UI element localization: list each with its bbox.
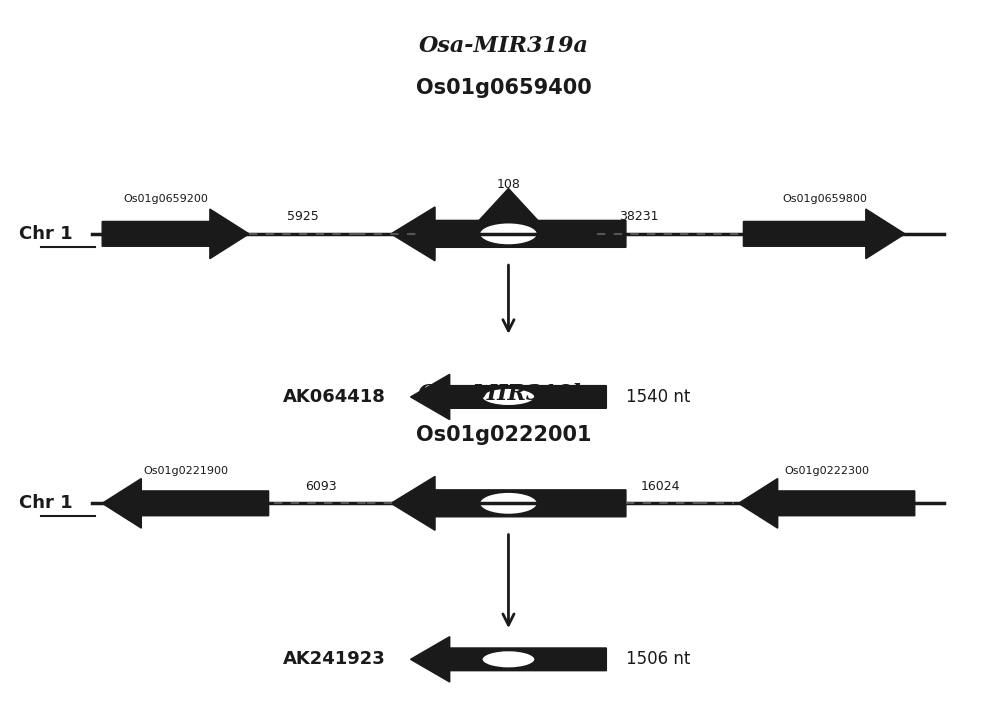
Ellipse shape xyxy=(482,650,535,668)
Ellipse shape xyxy=(479,223,538,245)
Text: Chr 1: Chr 1 xyxy=(19,225,73,243)
Text: 1506 nt: 1506 nt xyxy=(626,650,690,668)
Text: 5925: 5925 xyxy=(287,210,319,223)
Text: 108: 108 xyxy=(497,179,520,192)
Text: 38231: 38231 xyxy=(619,210,658,223)
Text: AK064418: AK064418 xyxy=(283,388,386,406)
Text: AK241923: AK241923 xyxy=(283,650,386,668)
Text: 6093: 6093 xyxy=(305,479,336,492)
Text: Chr 1: Chr 1 xyxy=(19,495,73,513)
FancyArrow shape xyxy=(102,479,269,528)
FancyArrow shape xyxy=(391,476,626,530)
FancyArrow shape xyxy=(391,207,626,261)
Text: Os01g0221900: Os01g0221900 xyxy=(143,466,228,476)
Text: Os01g0222001: Os01g0222001 xyxy=(416,425,591,445)
Ellipse shape xyxy=(479,492,538,515)
FancyArrow shape xyxy=(411,637,606,682)
Text: 16024: 16024 xyxy=(640,479,680,492)
Text: Osa-MIR319a: Osa-MIR319a xyxy=(419,35,588,57)
FancyArrow shape xyxy=(739,479,915,528)
FancyArrow shape xyxy=(743,209,905,259)
Ellipse shape xyxy=(482,388,535,406)
Text: Os01g0222300: Os01g0222300 xyxy=(784,466,869,476)
Text: Os01g0659400: Os01g0659400 xyxy=(416,78,591,98)
Text: Os01g0659800: Os01g0659800 xyxy=(782,194,867,204)
Text: 1540 nt: 1540 nt xyxy=(626,388,690,406)
FancyArrow shape xyxy=(411,375,606,419)
Text: Osa-MIR319b: Osa-MIR319b xyxy=(418,382,589,405)
Polygon shape xyxy=(479,189,538,221)
FancyArrow shape xyxy=(102,209,249,259)
Text: Os01g0659200: Os01g0659200 xyxy=(123,194,208,204)
